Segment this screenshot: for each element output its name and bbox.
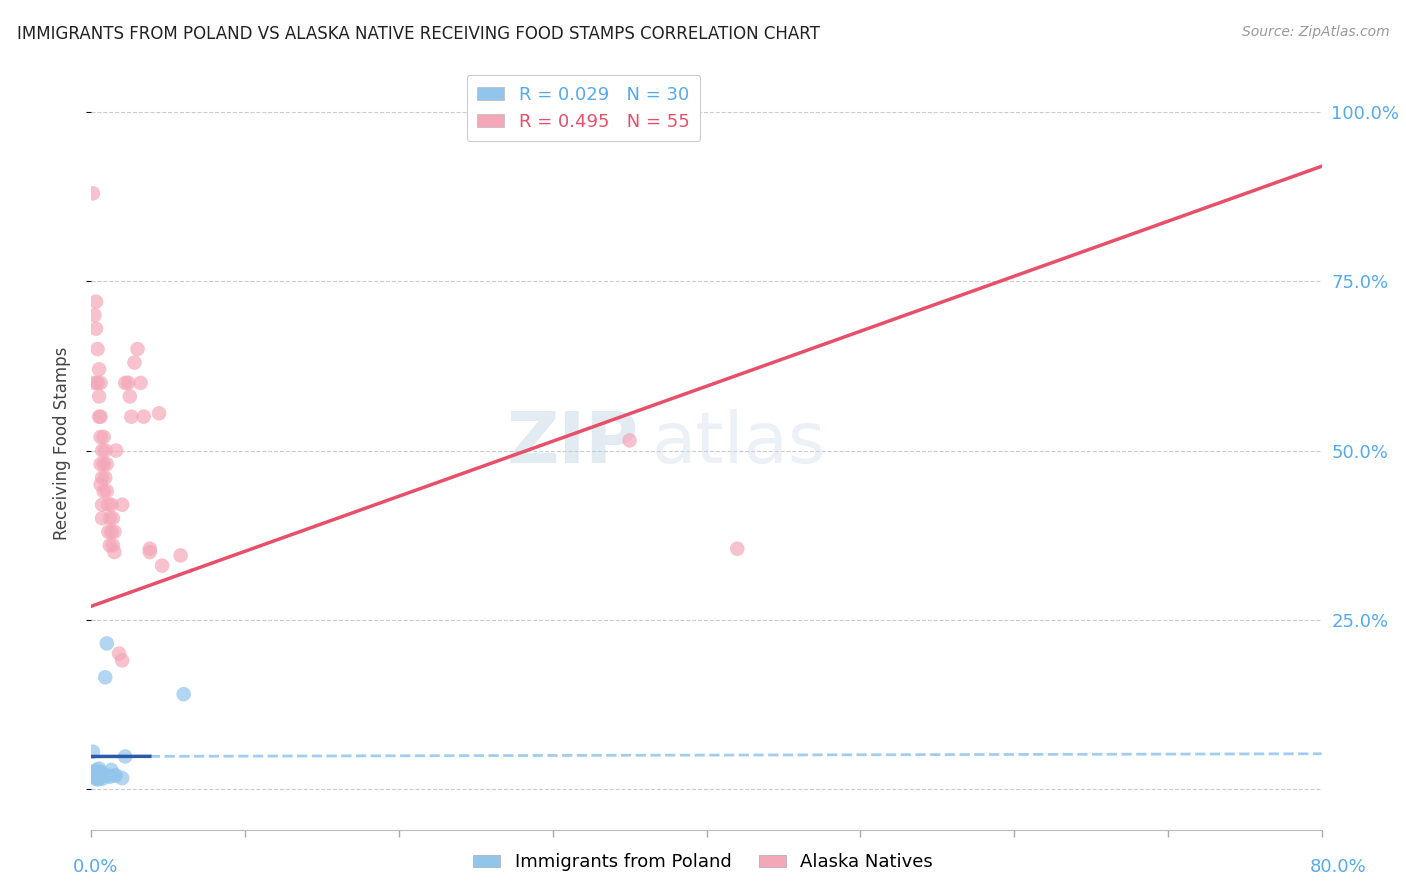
Point bbox=[86, 376, 108, 390]
Point bbox=[93, 767, 115, 781]
Point bbox=[98, 511, 121, 525]
Y-axis label: Receiving Food Stamps: Receiving Food Stamps bbox=[52, 347, 70, 541]
Text: 80.0%: 80.0% bbox=[1310, 858, 1367, 876]
Point bbox=[98, 770, 121, 784]
Point bbox=[124, 355, 146, 369]
Point bbox=[139, 541, 162, 556]
Legend: R = 0.029   N = 30, R = 0.495   N = 55: R = 0.029 N = 30, R = 0.495 N = 55 bbox=[467, 75, 700, 142]
Point bbox=[148, 406, 170, 420]
Point bbox=[87, 389, 110, 403]
Point bbox=[129, 376, 152, 390]
Point bbox=[91, 470, 114, 484]
Point bbox=[87, 771, 110, 785]
Point bbox=[83, 767, 105, 781]
Point bbox=[86, 342, 108, 356]
Point bbox=[87, 768, 110, 782]
Point bbox=[86, 767, 108, 781]
Point bbox=[98, 538, 121, 552]
Point bbox=[100, 524, 122, 539]
Point bbox=[103, 524, 125, 539]
Point bbox=[114, 749, 136, 764]
Point bbox=[83, 376, 105, 390]
Point bbox=[84, 770, 107, 784]
Point bbox=[173, 687, 195, 701]
Point bbox=[87, 762, 110, 776]
Point bbox=[91, 498, 114, 512]
Point bbox=[94, 470, 117, 484]
Point bbox=[114, 376, 136, 390]
Point bbox=[108, 647, 131, 661]
Point bbox=[101, 538, 124, 552]
Point bbox=[96, 457, 118, 471]
Point bbox=[90, 376, 112, 390]
Point bbox=[90, 409, 112, 424]
Point bbox=[100, 498, 122, 512]
Point bbox=[90, 457, 112, 471]
Point bbox=[111, 653, 134, 667]
Text: Source: ZipAtlas.com: Source: ZipAtlas.com bbox=[1241, 25, 1389, 39]
Point bbox=[91, 511, 114, 525]
Point bbox=[86, 771, 108, 785]
Point bbox=[87, 362, 110, 376]
Point bbox=[94, 670, 117, 684]
Point bbox=[83, 770, 105, 784]
Point bbox=[94, 443, 117, 458]
Point bbox=[82, 186, 104, 201]
Point bbox=[725, 541, 748, 556]
Point bbox=[83, 765, 105, 780]
Point bbox=[91, 443, 114, 458]
Point bbox=[111, 771, 134, 785]
Point bbox=[90, 430, 112, 444]
Point bbox=[96, 484, 118, 499]
Point bbox=[100, 763, 122, 777]
Point bbox=[101, 511, 124, 525]
Point bbox=[91, 772, 114, 786]
Legend: Immigrants from Poland, Alaska Natives: Immigrants from Poland, Alaska Natives bbox=[465, 847, 941, 879]
Point bbox=[83, 308, 105, 322]
Point bbox=[90, 477, 112, 491]
Point bbox=[105, 443, 127, 458]
Point bbox=[97, 768, 120, 782]
Point bbox=[97, 498, 120, 512]
Point bbox=[93, 484, 115, 499]
Point bbox=[127, 342, 149, 356]
Point bbox=[84, 294, 107, 309]
Point bbox=[96, 636, 118, 650]
Point bbox=[169, 549, 191, 563]
Text: IMMIGRANTS FROM POLAND VS ALASKA NATIVE RECEIVING FOOD STAMPS CORRELATION CHART: IMMIGRANTS FROM POLAND VS ALASKA NATIVE … bbox=[17, 25, 820, 43]
Point bbox=[93, 430, 115, 444]
Text: 0.0%: 0.0% bbox=[73, 858, 118, 876]
Point bbox=[132, 409, 155, 424]
Point bbox=[619, 434, 641, 448]
Point bbox=[117, 376, 139, 390]
Point bbox=[97, 524, 120, 539]
Point bbox=[84, 768, 107, 782]
Point bbox=[93, 457, 115, 471]
Point bbox=[90, 765, 112, 780]
Point bbox=[103, 545, 125, 559]
Point bbox=[120, 409, 142, 424]
Point bbox=[86, 768, 108, 782]
Point bbox=[86, 772, 108, 787]
Point bbox=[90, 770, 112, 784]
Point bbox=[84, 772, 107, 786]
Text: ZIP: ZIP bbox=[506, 409, 638, 478]
Point bbox=[103, 768, 125, 782]
Point bbox=[118, 389, 141, 403]
Point bbox=[91, 768, 114, 782]
Point bbox=[105, 768, 127, 782]
Point bbox=[82, 745, 104, 759]
Point bbox=[84, 763, 107, 777]
Point bbox=[139, 545, 162, 559]
Point bbox=[84, 322, 107, 336]
Text: atlas: atlas bbox=[651, 409, 825, 478]
Point bbox=[111, 498, 134, 512]
Point bbox=[150, 558, 173, 573]
Point bbox=[87, 409, 110, 424]
